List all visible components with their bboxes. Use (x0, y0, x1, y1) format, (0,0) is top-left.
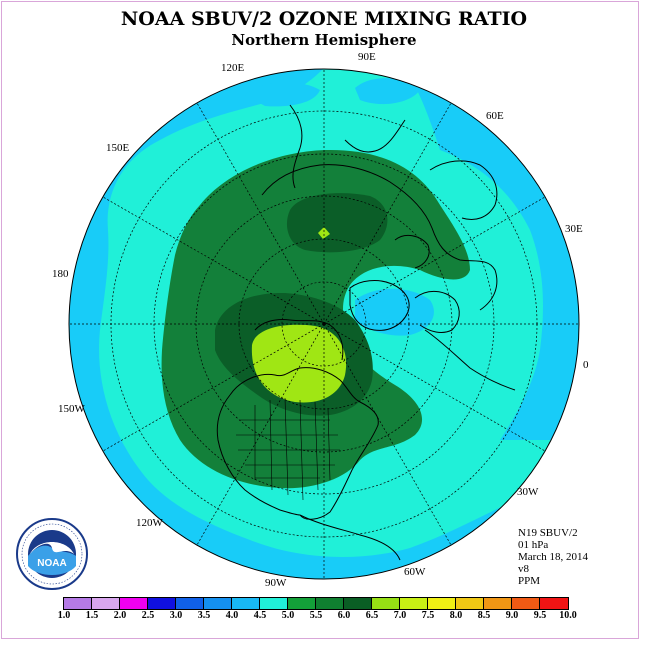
color-bar (63, 597, 569, 610)
graticule (69, 69, 579, 579)
date-label: March 18, 2014 (518, 551, 588, 563)
ozone-low-region (355, 78, 420, 105)
noaa-logo: NOAA (16, 518, 88, 590)
lon-label-120e: 120E (221, 62, 245, 74)
globe-outline (68, 68, 580, 580)
lon-label-150w: 150W (58, 403, 85, 415)
color-bar-ticks: 1.0 1.5 2.0 2.5 3.0 3.5 4.0 4.5 5.0 5.5 6.0 6.5 7.0 7… (0, 610, 648, 624)
instrument-label: N19 SBUV/2 (518, 527, 578, 539)
color-bar-swatch (92, 598, 120, 609)
page-subtitle: Northern Hemisphere (231, 31, 417, 49)
color-bar-tick-label: 7.0 (393, 610, 407, 621)
color-bar-tick-label: 1.5 (85, 610, 99, 621)
color-bar-swatch (64, 598, 92, 609)
color-bar-swatch (120, 598, 148, 609)
color-bar-swatch (344, 598, 372, 609)
ozone-field (69, 69, 579, 579)
color-bar-tick-label: 9.0 (505, 610, 519, 621)
units-label: PPM (518, 575, 541, 587)
noaa-logo-text: NOAA (37, 558, 66, 569)
color-bar-swatch (540, 598, 568, 609)
color-bar-tick-label: 8.0 (449, 610, 463, 621)
ozone-high-region (286, 193, 388, 253)
state-boundaries (236, 397, 340, 501)
color-bar-swatch (484, 598, 512, 609)
color-bar-tick-label: 8.5 (477, 610, 491, 621)
ozone-peak-region (318, 227, 330, 239)
page-frame (1, 1, 639, 639)
color-bar-swatch (316, 598, 344, 609)
color-bar-swatch (400, 598, 428, 609)
color-bar-swatch (456, 598, 484, 609)
color-bar-swatch (204, 598, 232, 609)
color-bar-tick-label: 6.0 (337, 610, 351, 621)
color-bar-tick-label: 9.5 (533, 610, 547, 621)
lon-label-120w: 120W (136, 517, 163, 529)
color-bar-swatch (372, 598, 400, 609)
color-bar-tick-label: 3.0 (169, 610, 183, 621)
color-bar-swatch (148, 598, 176, 609)
color-bar-tick-label: 5.0 (281, 610, 295, 621)
color-bar-tick-label: 4.0 (225, 610, 239, 621)
color-bar-tick-label: 6.5 (365, 610, 379, 621)
color-bar-tick-label: 7.5 (421, 610, 435, 621)
ozone-low-region (245, 82, 320, 107)
color-bar-tick-label: 5.5 (309, 610, 323, 621)
ozone-peak-region (251, 324, 347, 403)
lon-label-90e: 90E (358, 51, 376, 63)
color-bar-tick-label: 4.5 (253, 610, 267, 621)
level-label: 01 hPa (518, 539, 549, 551)
color-bar-tick-label: 2.5 (141, 610, 155, 621)
lon-label-0: 0 (583, 359, 589, 371)
lon-label-150e: 150E (106, 142, 130, 154)
color-bar-tick-label: 10.0 (559, 610, 577, 621)
lon-label-180: 180 (52, 268, 69, 280)
lon-label-30e: 30E (565, 223, 583, 235)
page-title: NOAA SBUV/2 OZONE MIXING RATIO (120, 8, 528, 30)
coastlines (216, 104, 516, 561)
color-bar-tick-label: 1.0 (57, 610, 71, 621)
info-block: N19 SBUV/2 01 hPa March 18, 2014 v8 PPM (518, 527, 588, 587)
color-bar-tick-label: 3.5 (197, 610, 211, 621)
ozone-low-region (355, 288, 434, 336)
color-bar-tick-label: 2.0 (113, 610, 127, 621)
lon-label-90w: 90W (265, 577, 287, 589)
color-bar-swatch (428, 598, 456, 609)
color-bar-swatch (288, 598, 316, 609)
version-label: v8 (518, 563, 529, 575)
color-bar-swatch (232, 598, 260, 609)
lon-label-60e: 60E (486, 110, 504, 122)
lon-label-60w: 60W (404, 566, 426, 578)
lon-label-30w: 30W (517, 486, 539, 498)
color-bar-swatch (176, 598, 204, 609)
color-bar-swatch (512, 598, 540, 609)
color-bar-swatch (260, 598, 288, 609)
